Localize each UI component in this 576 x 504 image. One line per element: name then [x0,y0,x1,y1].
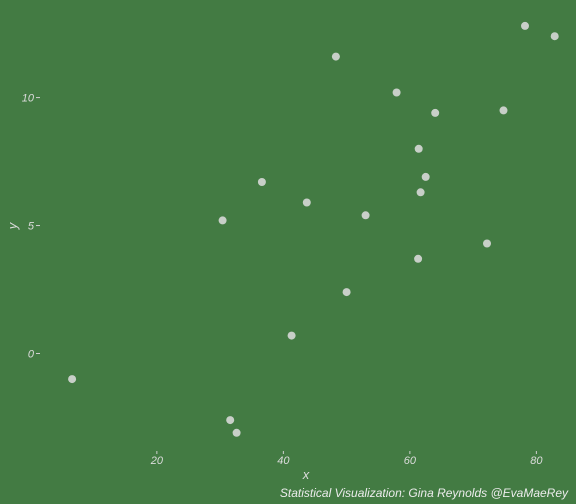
data-point-6 [287,331,296,340]
data-point-12 [414,254,423,263]
y-tick-label: 5 [28,221,35,233]
data-point-8 [331,52,340,61]
data-point-19 [521,21,529,30]
plot-area [68,21,559,437]
data-point-17 [483,239,491,248]
y-axis-title: y [5,221,20,230]
data-point-4 [232,428,241,437]
data-point-5 [257,178,266,186]
data-point-15 [421,172,430,181]
data-point-20 [550,32,559,41]
data-point-1 [68,375,77,384]
data-point-13 [414,144,423,153]
x-tick-label: 20 [150,455,164,467]
chart-caption: Statistical Visualization: Gina Reynolds… [280,486,569,500]
data-point-11 [392,88,401,97]
x-axis-title: x [302,467,310,482]
x-tick-label: 60 [404,455,417,467]
data-point-16 [431,108,440,117]
data-point-18 [499,106,508,115]
x-tick-label: 40 [277,455,290,467]
data-point-7 [302,198,311,207]
data-point-10 [361,211,370,220]
data-point-3 [226,416,235,425]
data-point-14 [416,188,425,197]
y-tick-label: 10 [22,93,35,105]
data-point-2 [218,216,227,225]
x-tick-label: 80 [530,455,543,467]
y-tick-label: 0 [28,349,35,361]
axes: 20 40 60 80 0 5 10 [22,93,544,467]
data-point-9 [342,288,351,297]
